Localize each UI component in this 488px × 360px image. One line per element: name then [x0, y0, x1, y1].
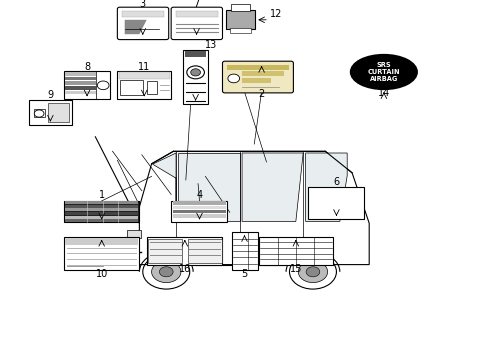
- FancyBboxPatch shape: [48, 103, 69, 122]
- Text: 12: 12: [269, 9, 282, 19]
- FancyBboxPatch shape: [63, 71, 110, 99]
- Text: 14: 14: [377, 88, 389, 98]
- Circle shape: [298, 261, 327, 283]
- FancyBboxPatch shape: [119, 72, 169, 79]
- FancyBboxPatch shape: [146, 237, 222, 265]
- FancyBboxPatch shape: [172, 201, 225, 205]
- Polygon shape: [152, 153, 176, 221]
- Circle shape: [227, 74, 239, 83]
- FancyBboxPatch shape: [171, 7, 222, 40]
- Text: 11: 11: [138, 62, 150, 72]
- Text: 15: 15: [289, 264, 302, 274]
- Text: 13: 13: [204, 40, 217, 50]
- FancyBboxPatch shape: [117, 7, 168, 40]
- FancyBboxPatch shape: [172, 214, 225, 218]
- FancyBboxPatch shape: [183, 50, 207, 104]
- Text: 10: 10: [95, 269, 108, 279]
- FancyBboxPatch shape: [176, 11, 217, 17]
- FancyBboxPatch shape: [65, 216, 138, 219]
- FancyBboxPatch shape: [65, 212, 138, 215]
- Circle shape: [305, 267, 319, 277]
- FancyBboxPatch shape: [227, 65, 288, 70]
- Text: 4: 4: [196, 190, 202, 200]
- FancyBboxPatch shape: [225, 10, 255, 29]
- Text: 3: 3: [140, 0, 145, 9]
- FancyBboxPatch shape: [65, 72, 96, 76]
- FancyBboxPatch shape: [172, 210, 225, 213]
- Ellipse shape: [350, 55, 416, 89]
- FancyBboxPatch shape: [171, 201, 227, 222]
- FancyBboxPatch shape: [187, 239, 221, 263]
- FancyBboxPatch shape: [242, 71, 283, 76]
- Circle shape: [97, 81, 109, 90]
- Circle shape: [34, 110, 44, 117]
- FancyBboxPatch shape: [259, 237, 332, 265]
- Text: 2: 2: [258, 89, 264, 99]
- FancyBboxPatch shape: [117, 71, 171, 99]
- Polygon shape: [305, 153, 346, 221]
- FancyBboxPatch shape: [63, 201, 139, 222]
- FancyBboxPatch shape: [65, 208, 138, 211]
- FancyBboxPatch shape: [146, 81, 157, 94]
- Text: 8: 8: [84, 62, 90, 72]
- Circle shape: [151, 261, 181, 283]
- FancyBboxPatch shape: [127, 230, 141, 238]
- Circle shape: [186, 66, 204, 79]
- FancyBboxPatch shape: [148, 239, 182, 263]
- FancyBboxPatch shape: [65, 91, 96, 94]
- Polygon shape: [242, 153, 303, 221]
- FancyBboxPatch shape: [65, 81, 96, 85]
- FancyBboxPatch shape: [120, 80, 143, 95]
- FancyBboxPatch shape: [229, 28, 251, 33]
- Text: 16: 16: [178, 264, 191, 274]
- FancyBboxPatch shape: [230, 4, 250, 11]
- FancyBboxPatch shape: [65, 201, 138, 204]
- FancyBboxPatch shape: [65, 238, 138, 245]
- Text: SRS
CURTAIN
AIRBAG: SRS CURTAIN AIRBAG: [367, 62, 399, 82]
- FancyBboxPatch shape: [65, 77, 96, 80]
- FancyBboxPatch shape: [172, 206, 225, 209]
- FancyBboxPatch shape: [307, 187, 364, 219]
- Text: 5: 5: [241, 269, 247, 279]
- FancyBboxPatch shape: [184, 51, 206, 57]
- FancyBboxPatch shape: [34, 109, 45, 117]
- Circle shape: [190, 69, 200, 76]
- FancyBboxPatch shape: [242, 78, 271, 83]
- Text: 1: 1: [99, 190, 104, 200]
- FancyBboxPatch shape: [65, 219, 138, 222]
- Circle shape: [159, 267, 173, 277]
- FancyBboxPatch shape: [232, 232, 257, 270]
- FancyBboxPatch shape: [65, 86, 96, 90]
- Text: 9: 9: [47, 90, 53, 100]
- FancyBboxPatch shape: [122, 11, 163, 17]
- Text: 7: 7: [193, 0, 199, 9]
- FancyBboxPatch shape: [65, 205, 138, 208]
- FancyBboxPatch shape: [222, 61, 293, 93]
- Polygon shape: [178, 153, 239, 221]
- Text: 6: 6: [333, 177, 339, 187]
- FancyBboxPatch shape: [63, 237, 139, 270]
- Polygon shape: [124, 20, 146, 34]
- FancyBboxPatch shape: [29, 100, 72, 125]
